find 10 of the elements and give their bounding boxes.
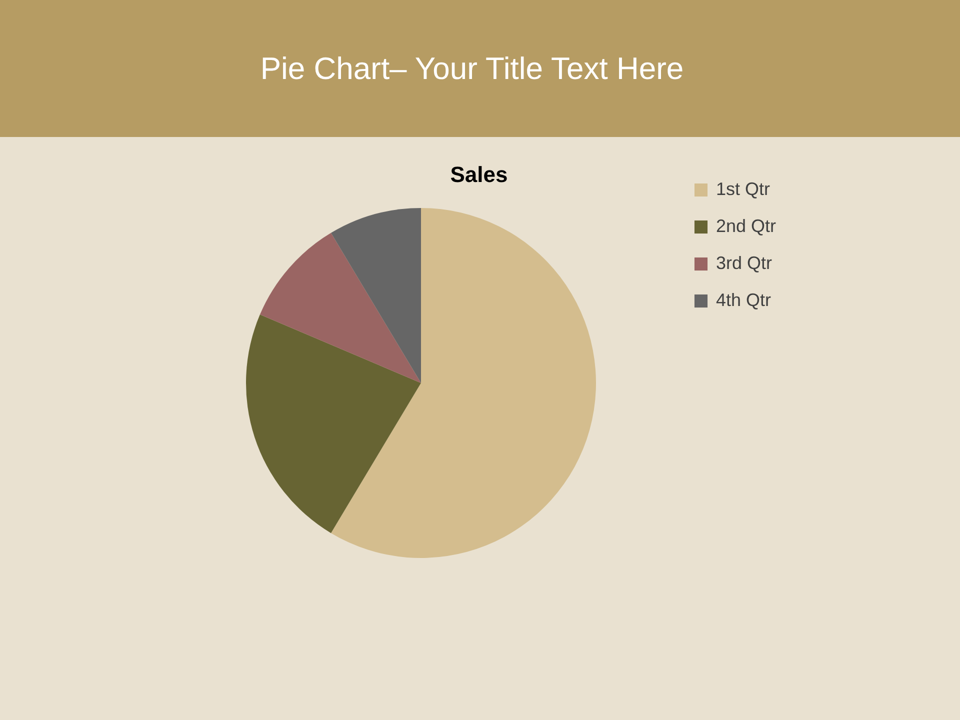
legend-label: 3rd Qtr <box>716 253 772 273</box>
pie-slice <box>330 208 421 383</box>
legend-label: 1st Qtr <box>716 179 770 199</box>
legend-label: 4th Qtr <box>716 290 772 310</box>
pie-slice <box>330 208 596 558</box>
pie-slice <box>246 314 421 534</box>
legend-label: 2nd Qtr <box>716 216 776 236</box>
chart-title: Pie Chart– Your Title Text Here <box>260 51 684 86</box>
chart-subtitle: Sales <box>450 162 508 187</box>
pie-slice <box>260 232 421 383</box>
